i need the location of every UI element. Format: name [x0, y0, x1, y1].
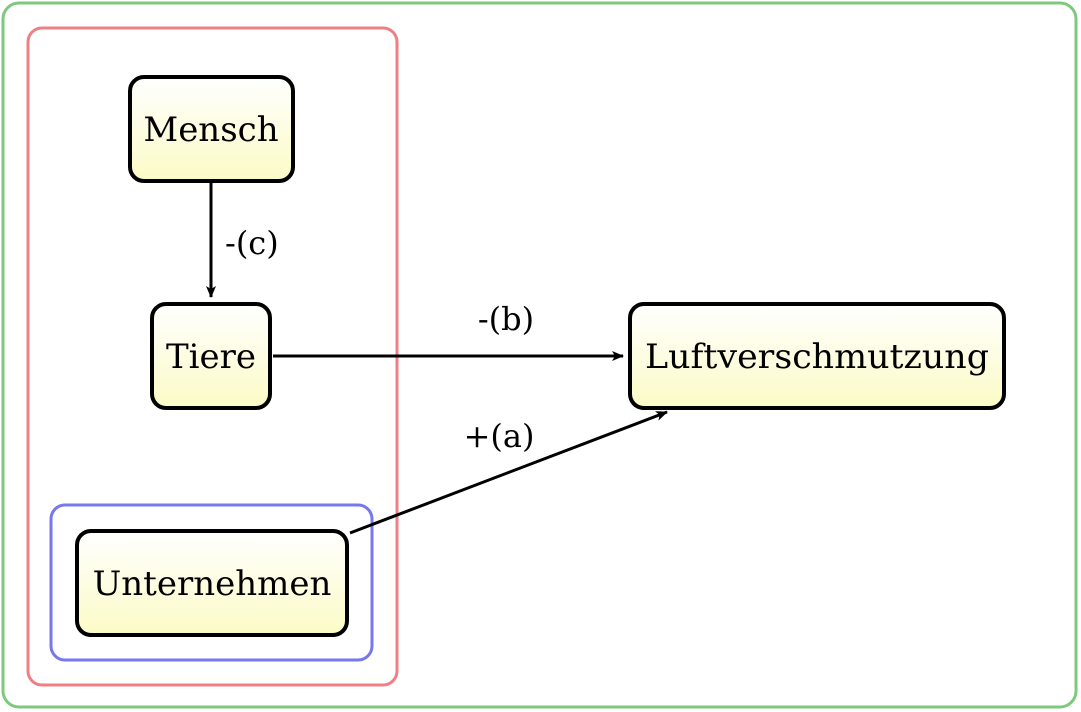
- node-tiere: Tiere: [150, 302, 272, 410]
- node-luftverschmutzung: Luftverschmutzung: [628, 302, 1006, 410]
- node-unternehmen-box: [75, 529, 349, 637]
- node-unternehmen: Unternehmen: [75, 529, 349, 637]
- node-mensch-box: [128, 75, 295, 183]
- node-unternehmen-label: Unternehmen: [93, 564, 332, 604]
- node-tiere-label: Tiere: [166, 337, 256, 377]
- node-mensch-label: Mensch: [143, 110, 278, 150]
- edge-label-mensch-to-tiere: -(c): [225, 224, 279, 262]
- blue-group-box: [49, 503, 374, 662]
- node-luftverschmutzung-label: Luftverschmutzung: [645, 337, 989, 377]
- edge-unternehmen-to-luftverschmutzung: [349, 410, 668, 535]
- node-luftverschmutzung-box: [628, 302, 1006, 410]
- edge-label-unternehmen-to-luftverschmutzung: +(a): [464, 417, 535, 455]
- edge-label-tiere-to-luftverschmutzung: -(b): [478, 300, 534, 338]
- node-tiere-box: [150, 302, 272, 410]
- node-mensch: Mensch: [128, 75, 295, 183]
